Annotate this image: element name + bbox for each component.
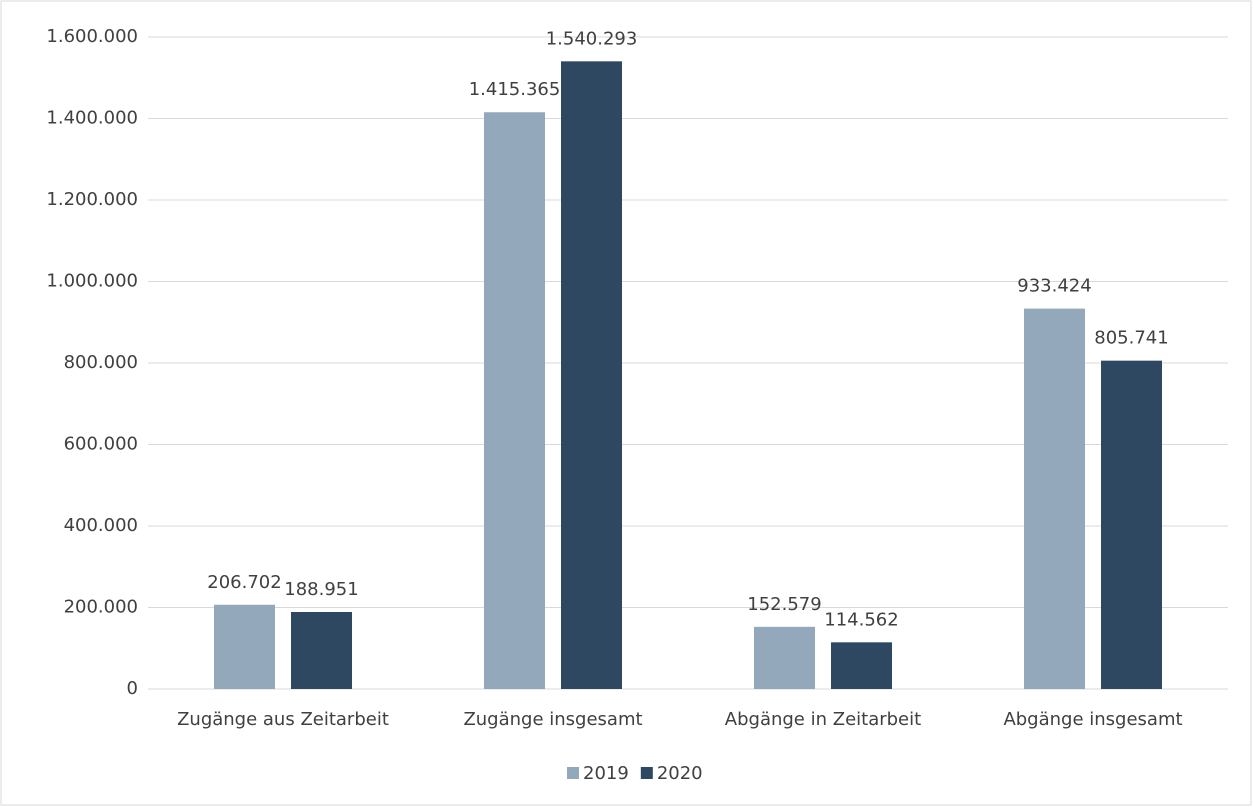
y-tick-label: 600.000 xyxy=(64,434,138,455)
legend-label: 2019 xyxy=(583,763,629,784)
x-tick-label: Abgänge in Zeitarbeit xyxy=(725,709,921,730)
x-tick-label: Zugänge aus Zeitarbeit xyxy=(177,709,389,730)
value-label: 1.415.365 xyxy=(469,79,561,100)
y-tick-label: 400.000 xyxy=(64,515,138,536)
value-label: 1.540.293 xyxy=(546,28,638,49)
legend-label: 2020 xyxy=(657,763,703,784)
y-tick-label: 1.400.000 xyxy=(46,108,138,129)
value-label: 206.702 xyxy=(207,572,281,593)
bar xyxy=(831,642,892,689)
y-tick-label: 200.000 xyxy=(64,597,138,618)
bar xyxy=(484,112,545,689)
value-label: 805.741 xyxy=(1094,328,1168,349)
legend-swatch xyxy=(567,767,579,779)
value-label: 152.579 xyxy=(747,594,821,615)
bar xyxy=(561,61,622,689)
y-tick-label: 1.200.000 xyxy=(46,189,138,210)
bar xyxy=(214,604,275,689)
bar xyxy=(754,626,815,689)
value-label: 933.424 xyxy=(1017,276,1091,297)
bar xyxy=(291,612,352,689)
y-tick-label: 1.000.000 xyxy=(46,271,138,292)
legend-swatch xyxy=(640,767,653,779)
value-label: 188.951 xyxy=(284,579,358,600)
value-label: 114.562 xyxy=(824,609,898,630)
x-tick-label: Abgänge insgesamt xyxy=(1003,709,1182,730)
y-tick-label: 1.600.000 xyxy=(46,26,138,47)
bar xyxy=(1024,308,1085,689)
x-tick-label: Zugänge insgesamt xyxy=(463,709,642,730)
bar xyxy=(1101,360,1162,689)
y-tick-label: 800.000 xyxy=(64,352,138,373)
y-tick-label: 0 xyxy=(127,678,138,699)
